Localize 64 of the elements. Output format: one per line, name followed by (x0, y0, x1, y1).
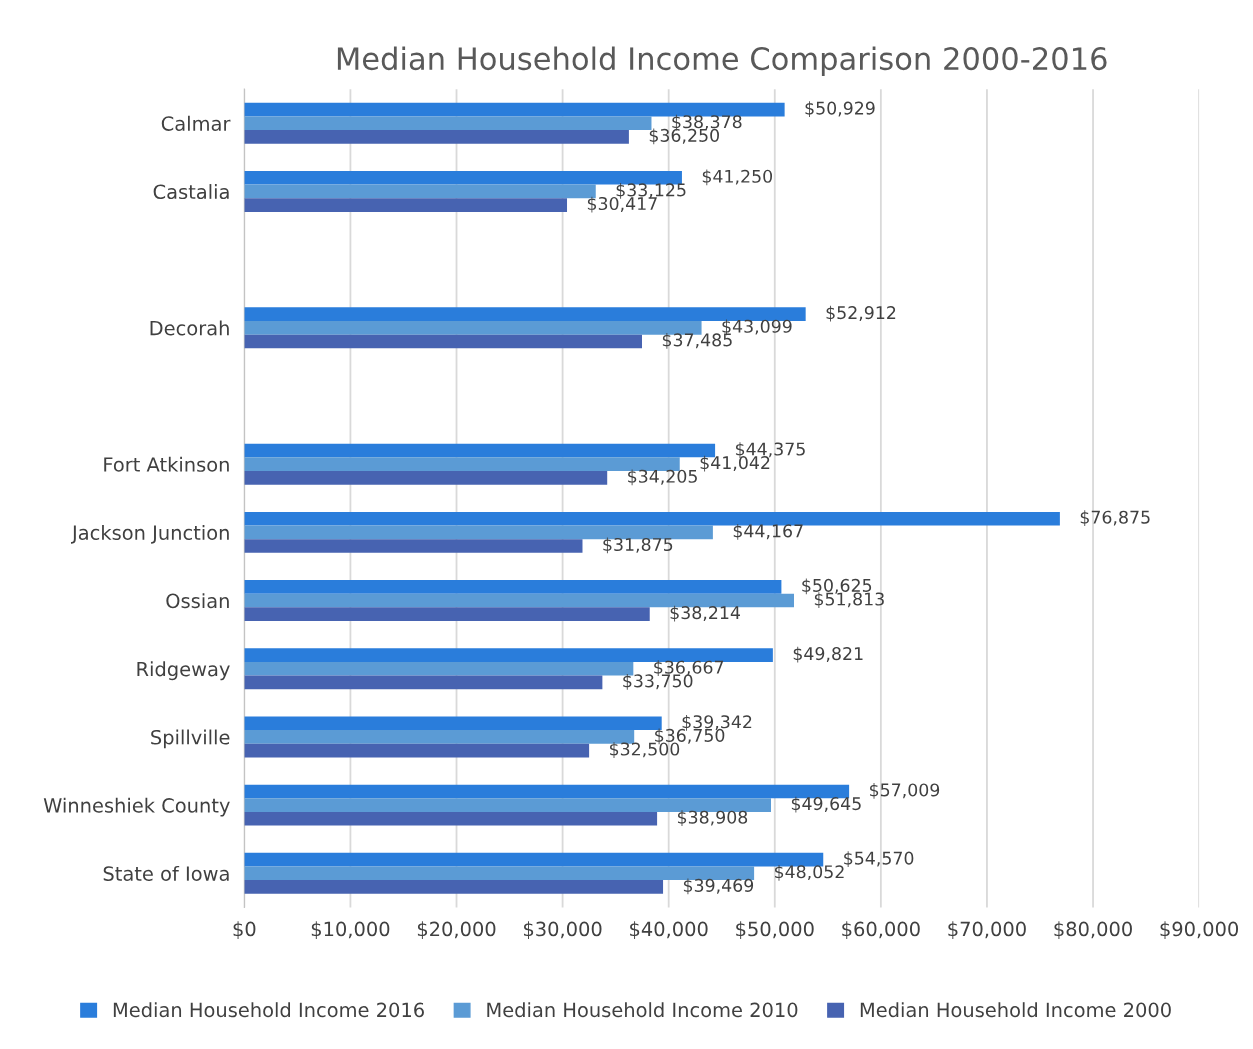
bar (244, 661, 634, 676)
bar (244, 320, 702, 335)
data-label: $57,009 (870, 783, 940, 799)
x-tick-label: $90,000 (1160, 921, 1239, 939)
data-label: $41,250 (702, 169, 773, 186)
bar (244, 580, 782, 594)
y-tick-label: Calmar (161, 115, 231, 131)
data-label: $76,875 (1080, 510, 1150, 527)
data-label: $38,214 (670, 605, 740, 622)
bar (244, 511, 1060, 526)
data-label: $49,821 (793, 646, 863, 663)
data-label: $34,205 (628, 469, 697, 486)
bar (244, 648, 773, 662)
bar (244, 675, 603, 690)
bar (244, 743, 590, 758)
bar (244, 607, 650, 622)
bar (244, 130, 629, 144)
data-label: $54,570 (844, 851, 914, 867)
bar (244, 539, 583, 553)
x-tick-label: $50,000 (736, 921, 814, 939)
x-tick-label: $20,000 (417, 921, 496, 939)
data-label: $48,052 (774, 864, 844, 881)
bar (244, 198, 568, 212)
data-label: $50,929 (805, 101, 875, 117)
chart-title: Median Household Income Comparison 2000-2016 (337, 46, 1107, 77)
y-tick-label: Ossian (166, 593, 229, 609)
data-label: $30,417 (587, 196, 657, 213)
data-label: $49,645 (791, 796, 861, 813)
legend-label: Median Household Income 2000 (860, 1002, 1171, 1018)
y-tick-label: Winneshiek County (43, 797, 230, 817)
y-tick-label: Fort Atkinson (104, 456, 229, 472)
data-label: $33,125 (616, 183, 686, 199)
bar (244, 730, 635, 744)
x-tick-label: $40,000 (630, 921, 708, 939)
x-tick-label: $30,000 (524, 921, 602, 939)
bar (244, 798, 772, 812)
legend-label: Median Household Income 2016 (113, 1002, 424, 1018)
data-label: $32,500 (610, 742, 680, 758)
x-tick-label: $0 (233, 921, 256, 939)
bar (244, 184, 596, 199)
data-label: $52,912 (826, 305, 896, 322)
x-tick-label: $70,000 (948, 921, 1026, 939)
bar (244, 784, 850, 799)
bar (244, 811, 658, 826)
y-tick-label: Jackson Junction (70, 524, 229, 544)
y-tick-label: Spillville (151, 729, 230, 749)
bar (244, 334, 642, 349)
x-tick-label: $60,000 (842, 921, 920, 939)
legend-label: Median Household Income 2010 (487, 1002, 798, 1018)
bar (244, 471, 608, 485)
x-tick-label: $80,000 (1054, 921, 1132, 939)
data-label: $31,875 (603, 537, 673, 554)
data-label: $39,469 (683, 878, 754, 895)
x-tick-label: $10,000 (311, 921, 390, 939)
y-tick-label: Decorah (150, 320, 229, 336)
data-label: $44,167 (733, 523, 803, 540)
bar (244, 880, 664, 894)
bar (244, 457, 680, 471)
y-tick-label: State of Iowa (103, 865, 229, 881)
bar (244, 170, 682, 185)
y-tick-label: Castalia (153, 184, 229, 200)
bar (244, 307, 806, 321)
y-tick-label: Ridgeway (137, 661, 230, 681)
data-label: $38,908 (677, 810, 748, 827)
